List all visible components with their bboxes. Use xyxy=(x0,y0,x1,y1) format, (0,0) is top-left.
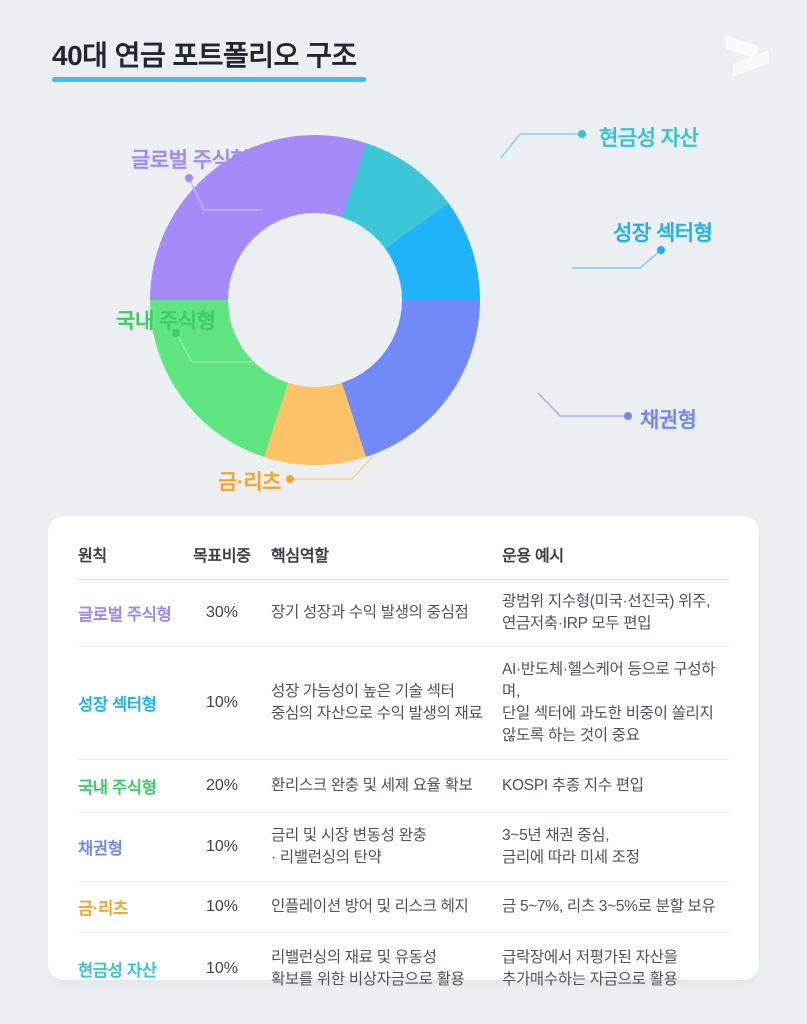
row-example: KOSPI 추종 지수 편입 xyxy=(502,777,644,794)
row-name: 글로벌 주식형 xyxy=(78,606,172,624)
row-example: AI·반도체·헬스케어 등으로 구성하며, 단일 섹터에 과도한 비중이 쏠리지… xyxy=(502,661,716,744)
row-name: 현금성 자산 xyxy=(78,962,157,980)
row-role: 인플레이션 방어 및 리스크 헤지 xyxy=(271,898,469,915)
table-header-row: 원칙 목표비중 핵심역할 운용 예시 xyxy=(78,516,729,580)
row-example: 금 5~7%, 리츠 3~5%로 분할 보유 xyxy=(502,898,716,915)
segment-label-growth-sector: 성장 섹터형 xyxy=(613,222,713,245)
row-role: 성장 가능성이 높은 기술 섹터 중심의 자산으로 수익 발생의 재료 xyxy=(271,683,483,722)
row-role: 환리스크 완충 및 세제 요율 확보 xyxy=(271,777,473,794)
segment-label-bond: 채권형 xyxy=(640,409,697,432)
donut-hole xyxy=(228,213,402,387)
row-weight: 20% xyxy=(206,777,239,794)
table-row: 성장 섹터형 10% 성장 가능성이 높은 기술 섹터 중심의 자산으로 수익 … xyxy=(78,647,729,760)
row-name: 금·리츠 xyxy=(78,900,128,918)
segment-label-gold-reits: 금·리츠 xyxy=(218,471,281,494)
donut-chart: 글로벌 주식형 현금성 자산 성장 섹터형 채권형 국내 주식형 금·리츠 xyxy=(0,95,807,515)
leader-cash xyxy=(500,130,586,159)
row-example: 광범위 지수형(미국·선진국) 위주, 연금저축·IRP 모두 편입 xyxy=(502,593,711,632)
leader-global xyxy=(185,174,262,211)
row-weight: 30% xyxy=(206,604,239,621)
segment-label-cash-assets: 현금성 자산 xyxy=(599,127,699,150)
principles-table-card: 원칙 목표비중 핵심역할 운용 예시 글로벌 주식형 30% 장기 성장과 수익… xyxy=(48,516,759,988)
table-row: 현금성 자산 10% 리밸런싱의 재료 및 유동성 확보를 위한 비상자금으로 … xyxy=(78,933,729,1005)
page-title: 40대 연금 포트폴리오 구조 xyxy=(52,40,357,71)
segment-label-domestic-equity: 국내 주식형 xyxy=(116,310,216,333)
row-weight: 10% xyxy=(206,838,239,855)
row-weight: 10% xyxy=(206,694,239,711)
table-row: 글로벌 주식형 30% 장기 성장과 수익 발생의 중심점 광범위 지수형(미국… xyxy=(78,580,729,647)
leader-domestic xyxy=(172,329,255,363)
table-row: 국내 주식형 20% 환리스크 완충 및 세제 요율 확보 KOSPI 추종 지… xyxy=(78,760,729,813)
table-row: 채권형 10% 금리 및 시장 변동성 완충 · 리밸런싱의 탄약 3~5년 채… xyxy=(78,813,729,882)
row-weight: 10% xyxy=(206,898,239,915)
row-name: 국내 주식형 xyxy=(78,779,157,797)
row-role: 리밸런싱의 재료 및 유동성 확보를 위한 비상자금으로 활용 xyxy=(271,949,465,988)
row-name: 채권형 xyxy=(78,840,123,858)
segment-label-global-equity: 글로벌 주식형 xyxy=(131,149,250,172)
column-header-example: 운용 예시 xyxy=(502,548,564,565)
brand-logo-icon xyxy=(726,35,769,77)
title-underline xyxy=(52,77,366,82)
leader-gold xyxy=(286,455,374,483)
row-role: 금리 및 시장 변동성 완충 · 리밸런싱의 탄약 xyxy=(271,827,427,866)
column-header-target-weight: 목표비중 xyxy=(193,548,251,565)
row-name: 성장 섹터형 xyxy=(78,696,157,714)
leader-bond xyxy=(537,392,632,420)
column-header-principle: 원칙 xyxy=(78,548,107,565)
leader-growth xyxy=(572,246,665,269)
row-weight: 10% xyxy=(206,960,239,977)
table-row: 금·리츠 10% 인플레이션 방어 및 리스크 헤지 금 5~7%, 리츠 3~… xyxy=(78,882,729,933)
row-example: 3~5년 채권 중심, 금리에 따라 미세 조정 xyxy=(502,827,640,866)
row-role: 장기 성장과 수익 발생의 중심점 xyxy=(271,604,469,621)
label-leader-lines xyxy=(172,130,665,483)
row-example: 급락장에서 저평가된 자산을 추가매수하는 자금으로 활용 xyxy=(502,949,678,988)
column-header-core-role: 핵심역할 xyxy=(271,548,329,565)
